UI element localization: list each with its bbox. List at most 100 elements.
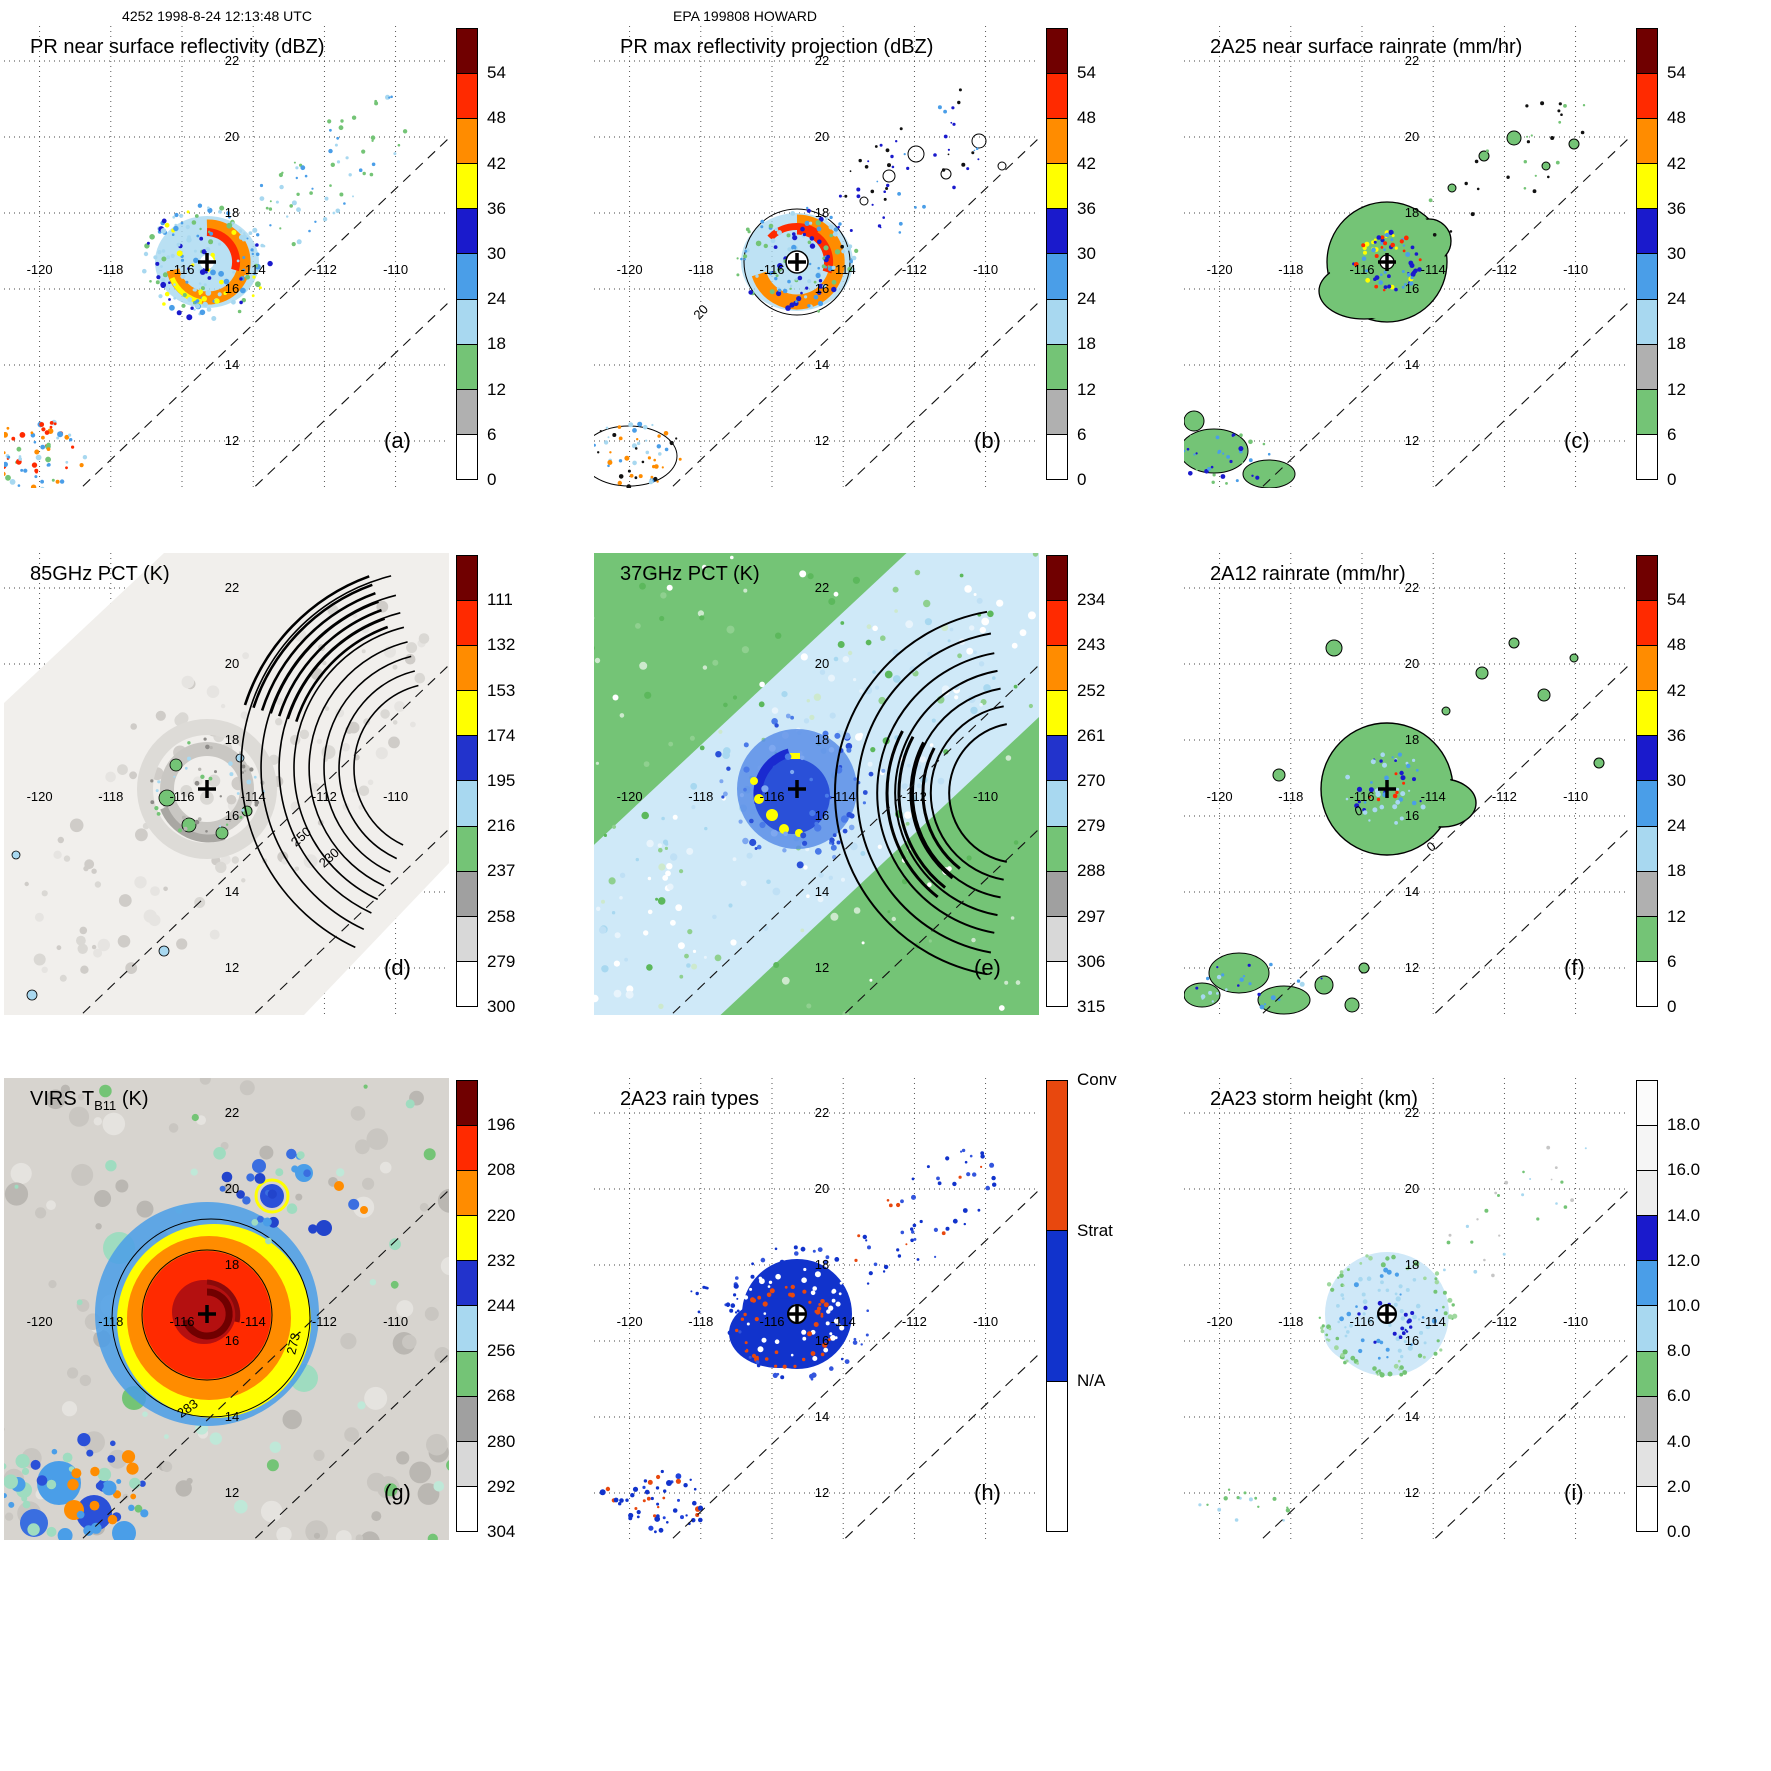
lon-tick-label: -112 xyxy=(312,262,337,277)
lat-tick-label: 20 xyxy=(1405,656,1419,671)
lat-tick-label: 14 xyxy=(225,884,239,899)
colorbar-tick-label: 42 xyxy=(1077,153,1096,173)
colorbar-tick-label: 54 xyxy=(1077,63,1096,83)
lat-tick-label: 22 xyxy=(225,580,239,595)
swath-edge-line xyxy=(1432,301,1629,488)
speckle-over-layer xyxy=(594,88,980,488)
scan-edge-arc xyxy=(921,747,961,870)
swath-edge-line xyxy=(670,1189,1039,1540)
lon-tick-label: -112 xyxy=(1492,262,1517,277)
lat-tick-label: 18 xyxy=(225,1257,239,1272)
colorbar-tick-label: 48 xyxy=(1667,108,1686,128)
lat-tick-label: 18 xyxy=(1405,1257,1419,1272)
colorbar-tick-label: 6 xyxy=(487,424,497,444)
lon-tick-label: -116 xyxy=(169,789,194,804)
lon-tick-label: -120 xyxy=(617,262,643,277)
lon-tick-label: -118 xyxy=(98,262,123,277)
panel-h: -120 -118 -116 -114 -112 -110 22 20 18 16 14 12 2A2… xyxy=(594,1070,1160,1552)
lat-tick-label: 20 xyxy=(225,1181,239,1196)
lon-tick-label: -112 xyxy=(902,1314,927,1329)
colorbar-tick-label: 258 xyxy=(487,906,516,926)
panel-title: 2A23 rain types xyxy=(620,1088,759,1110)
colorbar-segment xyxy=(1637,556,1657,602)
scan-edge-arc xyxy=(338,670,415,860)
lat-tick-label: 22 xyxy=(815,53,829,68)
colorbar-segment xyxy=(457,1081,477,1127)
colorbar-segment xyxy=(457,1126,477,1172)
lon-tick-label: -120 xyxy=(617,789,643,804)
swath-edge-line xyxy=(842,1353,1039,1540)
scan-edge-arc xyxy=(876,652,995,934)
lat-tick-label: 16 xyxy=(225,1333,239,1348)
lat-tick-label: 22 xyxy=(225,1105,239,1120)
colorbar-tick-label: 279 xyxy=(487,951,516,971)
lon-tick-label: -112 xyxy=(1492,789,1517,804)
lon-tick-label: -114 xyxy=(831,262,856,277)
colorbar-tick-label: 54 xyxy=(487,63,506,83)
colorbar-tick-label: 243 xyxy=(1077,635,1106,655)
colorbar-tick-label: 292 xyxy=(487,1476,516,1496)
panel-f: -120 -118 -116 -114 -112 -110 22 20 18 16 14 12 0 0 2… xyxy=(1184,553,1750,1027)
colorbar-tick-label: 111 xyxy=(487,590,513,610)
scan-edge-arc xyxy=(856,632,992,954)
colorbar-tick-label: 10.0 xyxy=(1667,1296,1701,1315)
figure-header-timestamp: 4252 1998-8-24 12:13:48 UTC xyxy=(122,8,312,24)
lat-tick-label: 22 xyxy=(815,1105,829,1120)
swath-edge-line xyxy=(842,301,1039,488)
colorbar-segment xyxy=(457,29,477,75)
lon-tick-label: -118 xyxy=(98,1314,123,1329)
colorbar-segment xyxy=(1637,1306,1657,1352)
colorbar-segment xyxy=(1047,29,1067,75)
scan-edge-arc xyxy=(833,610,988,976)
colorbar-tick-label: 237 xyxy=(487,861,516,881)
panel-a: -120 -118 -116 -114 -112 -110 22 20 18 16 14 12 PR … xyxy=(4,26,570,500)
speckle-over-layer xyxy=(599,1148,997,1534)
colorbar-tick-label: 30 xyxy=(487,244,506,263)
colorbar-segment xyxy=(1047,164,1067,210)
colorbar-tick-label: 297 xyxy=(1077,906,1106,926)
colorbar-tick-label: 6 xyxy=(1667,424,1677,444)
colorbar-tick-label: 300 xyxy=(487,997,516,1016)
colorbar-segment xyxy=(1637,344,1657,390)
lat-tick-label: 12 xyxy=(815,1485,829,1500)
colorbar-tick-label: 30 xyxy=(1667,771,1686,790)
colorbar-segment xyxy=(1637,691,1657,737)
scan-edge-arc xyxy=(260,591,376,711)
lon-tick-label: -114 xyxy=(831,1314,856,1329)
scan-edge-arc xyxy=(308,641,408,887)
colorbar-tick-label: 279 xyxy=(1077,816,1106,836)
colorbar-tick-label: 48 xyxy=(487,108,506,128)
colorbar-segment xyxy=(1047,556,1067,602)
lon-tick-label: -114 xyxy=(1421,262,1446,277)
colorbar-segment xyxy=(457,826,477,872)
colorbar-segment xyxy=(457,344,477,390)
colorbar-segment xyxy=(1637,1261,1657,1307)
colorbar-tick-label: 6.0 xyxy=(1667,1386,1691,1406)
lat-tick-label: 18 xyxy=(815,1257,829,1272)
colorbar-tick-label: 42 xyxy=(1667,153,1686,173)
colorbar-segment xyxy=(457,871,477,917)
colorbar-tick-label: 0 xyxy=(487,470,497,489)
lon-tick-label: -112 xyxy=(312,1314,337,1329)
panel-title: PR max reflectivity projection (dBZ) xyxy=(620,36,934,58)
colorbar-tick-label: 261 xyxy=(1077,725,1106,745)
swath-edge-line xyxy=(252,828,449,1015)
colorbar-segment xyxy=(1047,299,1067,345)
scan-edge-arc xyxy=(293,626,405,901)
storm-art xyxy=(594,133,1007,487)
lat-tick-label: 18 xyxy=(225,732,239,747)
colorbar-tick-label: 244 xyxy=(487,1296,516,1315)
colorbar-tick-label: 18 xyxy=(1077,334,1096,354)
colorbar-segment xyxy=(1047,344,1067,390)
lat-tick-label: 12 xyxy=(225,960,239,975)
scan-edge-arc xyxy=(929,705,1004,881)
colorbar-tick-label: 0.0 xyxy=(1667,1522,1691,1541)
colorbar-segment xyxy=(1637,916,1657,962)
colorbar-tick-label: Conv xyxy=(1077,1070,1117,1089)
colorbar-tick-label: 195 xyxy=(487,771,516,790)
panel-title: 85GHz PCT (K) xyxy=(30,563,170,585)
lon-tick-label: -110 xyxy=(383,1314,408,1329)
panel-letter: (a) xyxy=(384,428,411,453)
colorbar-tick-label: 252 xyxy=(1077,680,1106,700)
panel-g: -120 -118 -116 -114 -112 -110 22 20 18 16 14 12 273.… xyxy=(4,1078,570,1552)
